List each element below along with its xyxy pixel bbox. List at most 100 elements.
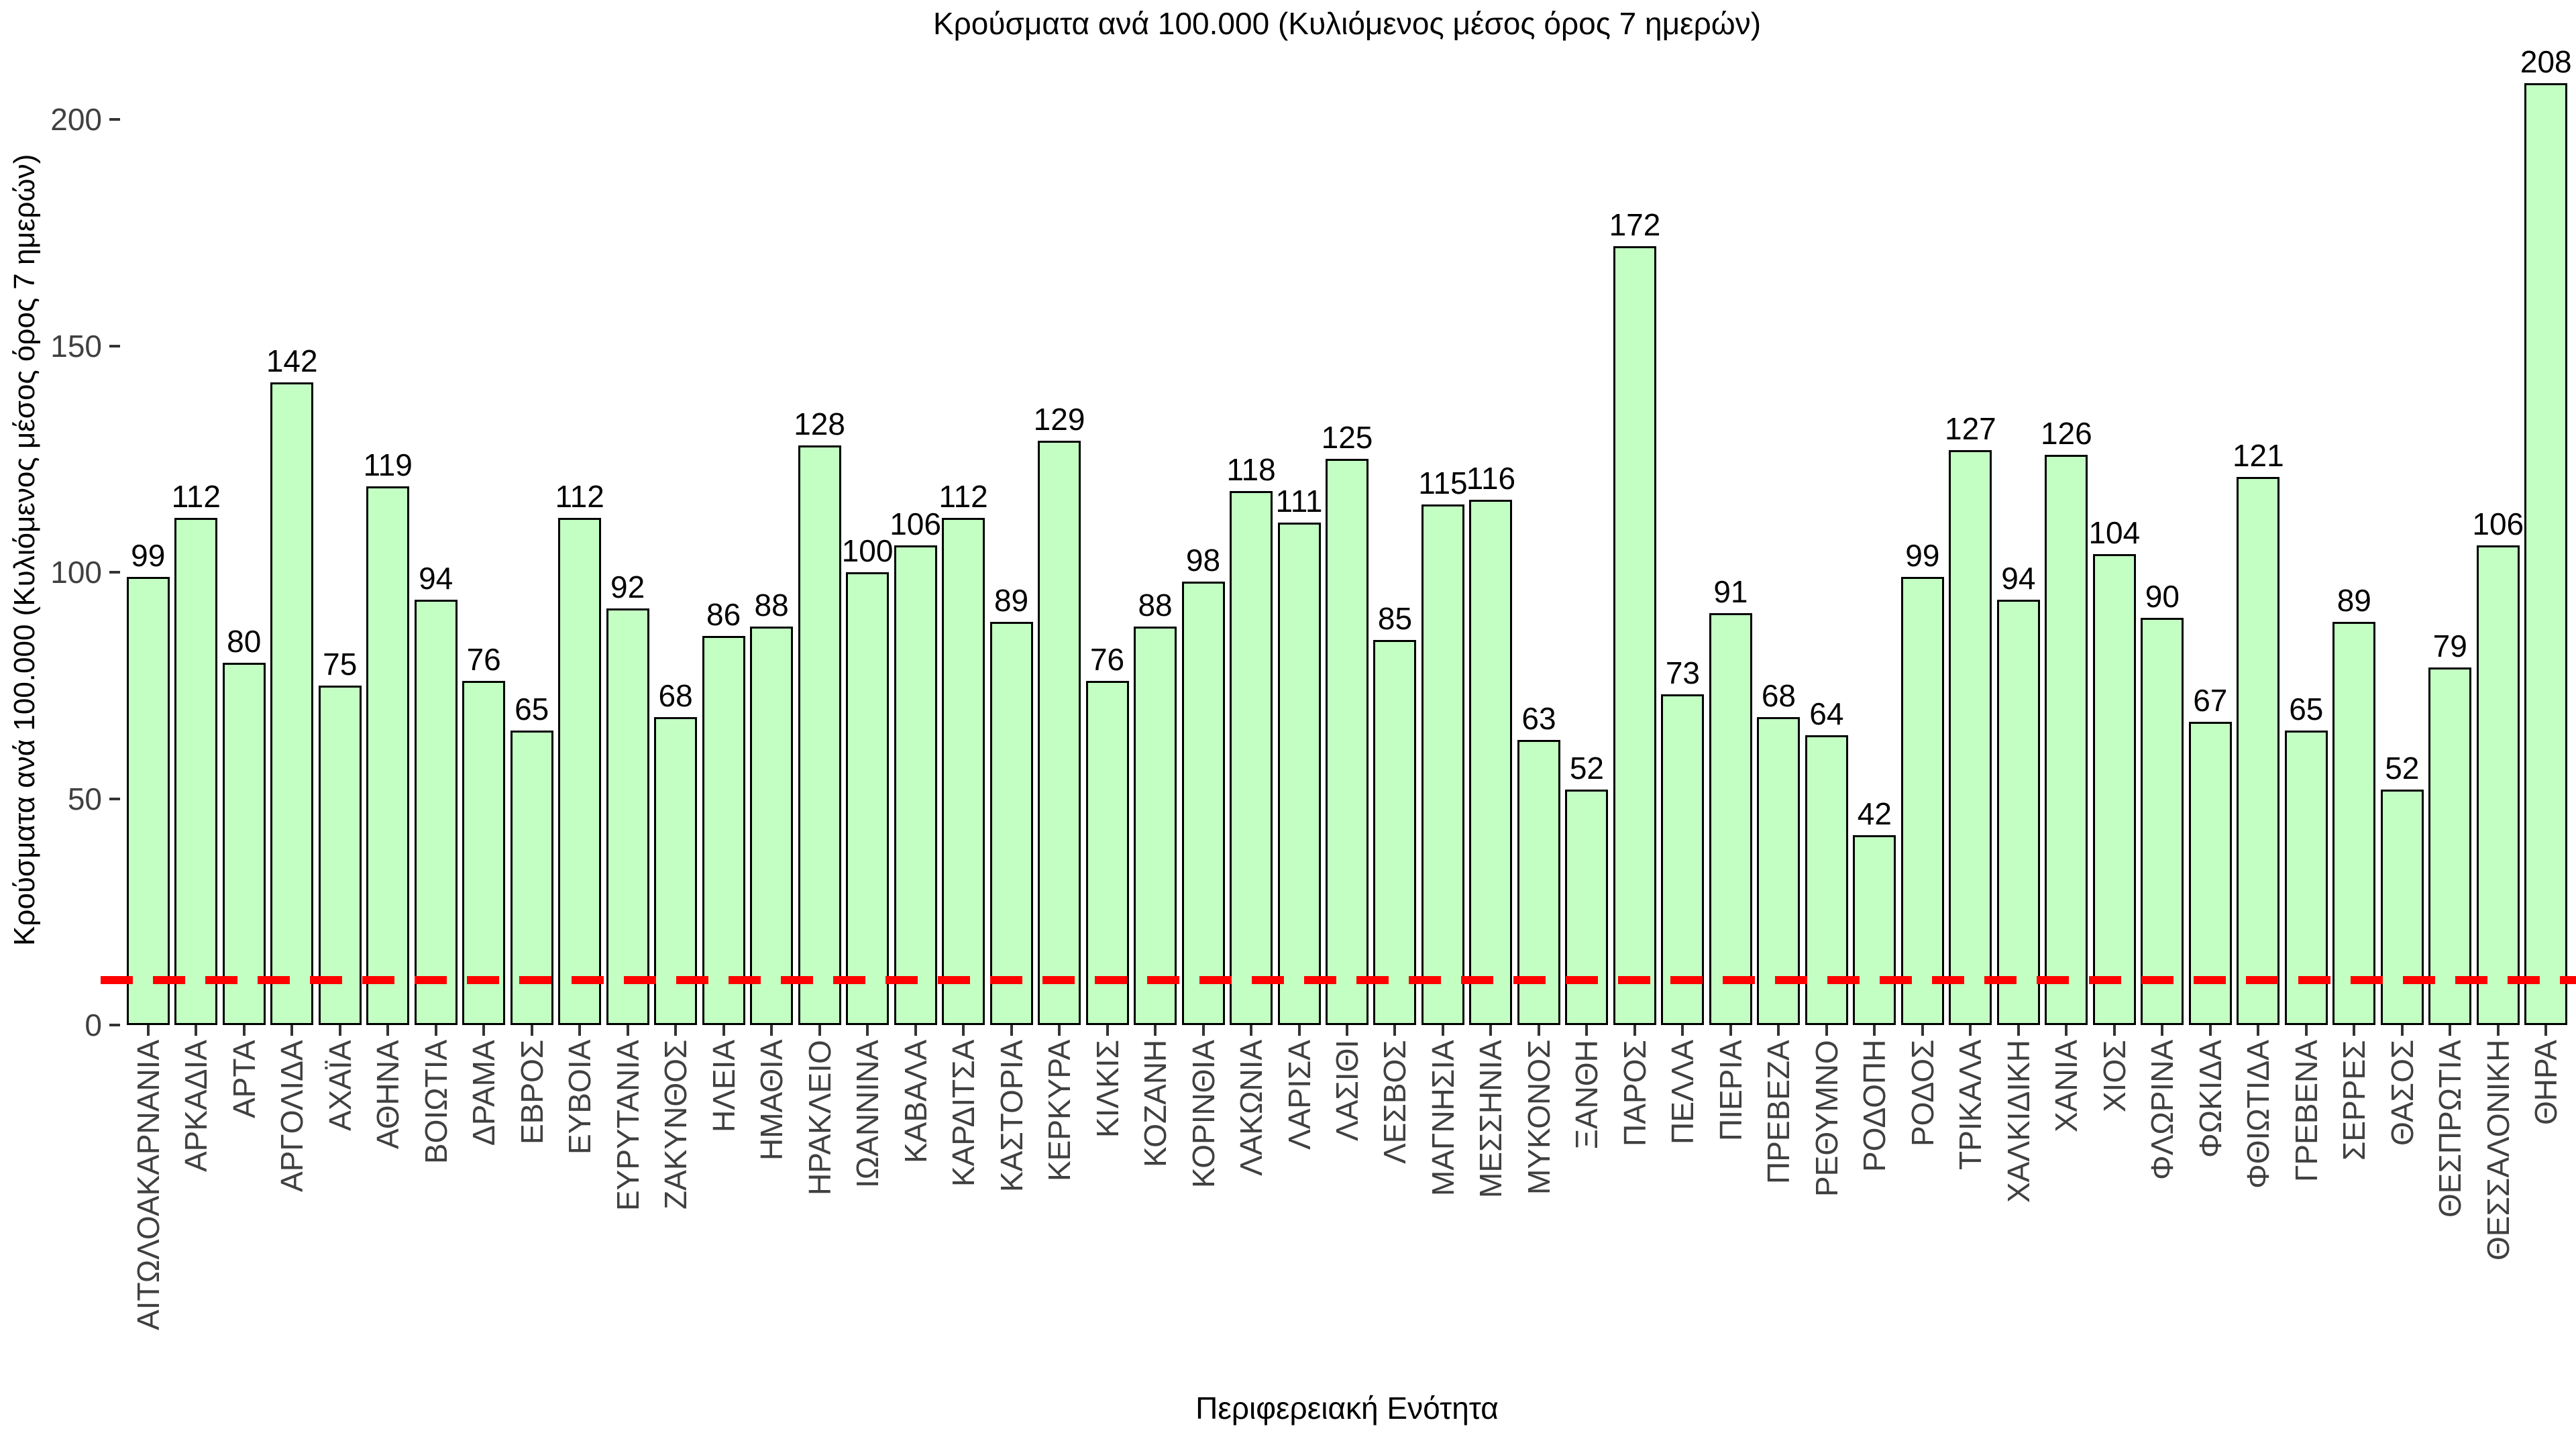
x-tick-mark — [626, 1025, 629, 1036]
x-tick-mark — [578, 1025, 582, 1036]
bar-value-label: 98 — [1185, 542, 1221, 578]
y-tick-mark — [109, 1024, 120, 1026]
bar-value-label: 76 — [1089, 642, 1125, 677]
bar — [654, 717, 698, 1025]
bar — [606, 608, 649, 1025]
bar-value-label: 75 — [323, 646, 358, 682]
bar-value-label: 128 — [794, 407, 845, 441]
x-tick-label: ΧΑΛΚΙΔΙΚΗ — [2000, 1040, 2036, 1203]
x-tick-mark — [2257, 1025, 2260, 1036]
bar — [558, 518, 602, 1025]
x-tick-mark — [2496, 1025, 2500, 1036]
x-tick-mark — [1058, 1025, 1061, 1036]
x-tick-mark — [530, 1025, 533, 1036]
reference-line — [101, 975, 2576, 984]
x-tick-label: ΛΑΣΙΘΙ — [1330, 1040, 1364, 1142]
x-tick-label: ΕΥΡΥΤΑΝΙΑ — [610, 1040, 645, 1211]
bar — [1230, 490, 1273, 1025]
x-tick-label: ΑΙΤΩΛΟΑΚΑΡΝΑΝΙΑ — [130, 1040, 166, 1331]
y-tick-mark — [109, 571, 120, 574]
bar-value-label: 91 — [1713, 574, 1748, 609]
x-tick-mark — [1393, 1025, 1397, 1036]
x-tick-label: ΚΑΒΑΛΑ — [898, 1040, 933, 1164]
x-tick-mark — [146, 1025, 150, 1036]
bar — [2476, 545, 2520, 1025]
x-tick-mark — [1441, 1025, 1444, 1036]
x-tick-mark — [962, 1025, 965, 1036]
x-tick-label: ΑΧΑΪΑ — [322, 1040, 358, 1131]
bar-value-label: 67 — [2193, 682, 2228, 718]
bar — [989, 622, 1033, 1025]
bar — [1326, 459, 1368, 1025]
x-tick-label: ΚΕΡΚΥΡΑ — [1042, 1040, 1077, 1182]
x-tick-mark — [2065, 1025, 2068, 1036]
x-tick-label: ΧΙΟΣ — [2096, 1040, 2132, 1112]
bar — [942, 518, 985, 1025]
bar — [2045, 454, 2088, 1025]
x-tick-mark — [722, 1025, 725, 1036]
y-tick-mark — [109, 344, 120, 347]
x-tick-mark — [1154, 1025, 1157, 1036]
bar — [1421, 504, 1464, 1025]
bar-value-label: 90 — [2145, 578, 2180, 614]
bar-value-label: 88 — [754, 588, 789, 623]
bar — [1134, 627, 1177, 1025]
bar-value-label: 119 — [363, 447, 413, 482]
bar-value-label: 100 — [841, 533, 894, 568]
bar-value-label: 127 — [1944, 411, 1996, 446]
x-tick-label: ΜΑΓΝΗΣΙΑ — [1425, 1040, 1460, 1196]
bar — [1709, 612, 1752, 1025]
x-tick-label: ΛΕΣΒΟΣ — [1377, 1040, 1413, 1164]
x-tick-mark — [770, 1025, 773, 1036]
bar-value-label: 116 — [1466, 461, 1516, 496]
bar — [1949, 449, 1992, 1025]
bar-value-label: 106 — [2472, 506, 2524, 541]
bar — [1757, 717, 1801, 1025]
y-tick-mark — [109, 118, 120, 121]
bar-value-label: 106 — [890, 506, 941, 541]
bar — [174, 518, 218, 1025]
bar-value-label: 94 — [419, 560, 453, 596]
x-tick-mark — [1681, 1025, 1684, 1036]
x-tick-mark — [2304, 1025, 2308, 1036]
bar — [798, 445, 841, 1025]
bar — [2141, 617, 2184, 1025]
x-tick-mark — [195, 1025, 198, 1036]
chart-title: Κρούσματα ανά 100.000 (Κυλιόμενος μέσος … — [932, 6, 1762, 41]
x-tick-mark — [2017, 1025, 2020, 1036]
bar — [1373, 640, 1417, 1025]
x-tick-label: ΛΑΚΩΝΙΑ — [1234, 1040, 1269, 1177]
bar-value-label: 64 — [1809, 696, 1844, 731]
bar-value-label: 112 — [938, 479, 988, 514]
x-tick-mark — [338, 1025, 341, 1036]
x-tick-mark — [2208, 1025, 2212, 1036]
bar-value-label: 42 — [1857, 796, 1892, 831]
bar — [894, 545, 937, 1025]
x-tick-label: ΑΘΗΝΑ — [370, 1040, 406, 1149]
x-tick-mark — [2449, 1025, 2452, 1036]
y-tick-label: 150 — [50, 328, 102, 364]
x-tick-label: ΧΑΝΙΑ — [2049, 1040, 2084, 1133]
x-tick-label: ΦΘΙΩΤΙΔΑ — [2241, 1040, 2276, 1189]
x-tick-mark — [674, 1025, 678, 1036]
x-tick-label: ΚΟΡΙΝΘΙΑ — [1185, 1040, 1221, 1188]
bar — [366, 486, 410, 1025]
bar — [2092, 554, 2136, 1025]
x-tick-mark — [434, 1025, 437, 1036]
x-tick-label: ΕΥΒΟΙΑ — [562, 1040, 598, 1155]
x-tick-label: ΓΡΕΒΕΝΑ — [2288, 1040, 2324, 1182]
x-tick-label: ΑΡΤΑ — [226, 1040, 262, 1118]
x-tick-mark — [242, 1025, 246, 1036]
x-tick-mark — [1010, 1025, 1013, 1036]
x-tick-mark — [1297, 1025, 1301, 1036]
bar — [126, 576, 170, 1025]
x-tick-label: ΘΗΡΑ — [2528, 1040, 2564, 1125]
bar-value-label: 89 — [994, 583, 1029, 619]
bar-value-label: 76 — [466, 642, 501, 677]
x-tick-mark — [1873, 1025, 1876, 1036]
bar — [2524, 83, 2568, 1025]
x-tick-mark — [914, 1025, 917, 1036]
bar-value-label: 121 — [2232, 438, 2284, 474]
bar-value-label: 99 — [131, 537, 166, 573]
